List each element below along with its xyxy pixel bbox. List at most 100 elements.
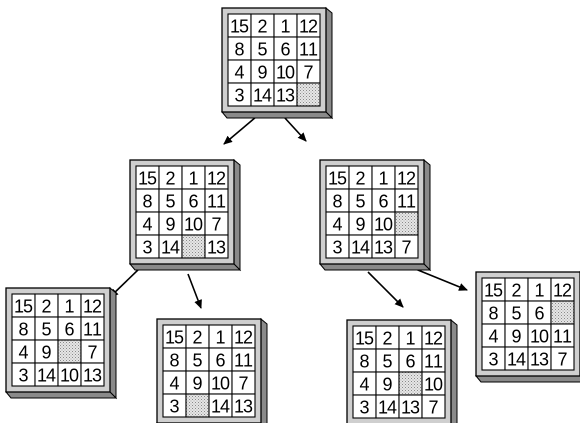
arrow-root-to-level1-right: [283, 116, 307, 142]
tile-number: 11: [397, 192, 416, 212]
tile-number: 5: [382, 352, 392, 372]
tile: [204, 234, 229, 259]
arrow-level1-left-to-level2-b: [187, 273, 202, 309]
tile-number: 10: [530, 327, 549, 347]
tile-number: 2: [257, 17, 267, 37]
tile-number: 8: [359, 352, 369, 372]
blank-tile: [296, 82, 321, 107]
tile-number: 3: [332, 238, 342, 258]
tile-number: 10: [424, 375, 443, 395]
tile-number: 3: [488, 350, 498, 370]
tile-number: 3: [18, 366, 28, 386]
tile-number: 7: [401, 238, 411, 258]
tile-number: 14: [37, 366, 56, 386]
board-side-shadow: [450, 318, 458, 423]
tile-number: 12: [299, 17, 318, 37]
tile-number: 13: [401, 398, 420, 418]
tile-number: 8: [142, 192, 152, 212]
blank-tile: [185, 393, 210, 418]
tile-number: 15: [230, 17, 249, 37]
tile-number: 14: [507, 350, 526, 370]
puzzle-board-level1-right: 15 2 1 12 8 5 6 11 4 9 10 3 14 13 7: [318, 158, 432, 272]
tile-number: 7: [87, 343, 97, 363]
tile-number: 6: [378, 192, 388, 212]
tile-number: 1: [280, 17, 290, 37]
tile-number: 2: [382, 329, 392, 349]
tile-number: 15: [355, 329, 374, 349]
tile-number: 3: [359, 398, 369, 418]
puzzle-board-root: 15 2 1 12 8 5 6 11 4 9 10 7 3 14 13: [220, 6, 334, 120]
tile-number: 13: [374, 238, 393, 258]
tile-number: 12: [83, 297, 102, 317]
tile-number: 2: [355, 169, 365, 189]
board-bottom-shadow: [220, 111, 334, 119]
tile-number: 14: [161, 238, 180, 258]
tile: [394, 234, 419, 259]
tile-number: 6: [215, 351, 225, 371]
blank-tile: [57, 339, 82, 364]
tile-number: 7: [428, 398, 438, 418]
tile-number: 15: [484, 281, 503, 301]
blank-tile: [394, 211, 419, 236]
board-bottom-shadow: [4, 391, 118, 399]
board-side-shadow: [325, 6, 333, 120]
tile-number: 2: [165, 169, 175, 189]
puzzle-board-level2-d: 15 2 1 12 8 5 6 4 9 10 11 3 14 13 7: [474, 270, 580, 383]
tile-number: 13: [276, 86, 295, 106]
puzzle-board-level1-left: 15 2 1 12 8 5 6 11 4 9 10 7 3 14 13: [128, 158, 242, 272]
tile-number: 13: [207, 238, 226, 258]
board-side-shadow: [423, 158, 431, 272]
tile-number: 1: [64, 297, 74, 317]
tile-number: 5: [165, 192, 175, 212]
tile-number: 8: [234, 40, 244, 60]
tile-number: 14: [351, 238, 370, 258]
tile-number: 14: [378, 398, 397, 418]
tile-number: 15: [138, 169, 157, 189]
tile-number: 4: [18, 343, 28, 363]
tile-number: 3: [234, 86, 244, 106]
tile-number: 11: [207, 192, 226, 212]
blank-tile: [398, 371, 423, 396]
tile-number: 6: [534, 304, 544, 324]
blank-tile: [181, 234, 206, 259]
tile-number: 1: [534, 281, 544, 301]
tile: [421, 394, 446, 419]
puzzle-board-level2-c: 15 2 1 12 8 5 6 11 4 9 10 3 14 13 7: [346, 318, 458, 423]
arrow-level1-right-to-level2-c: [367, 271, 404, 308]
tile-number: 9: [257, 63, 267, 83]
tile-number: 9: [511, 327, 521, 347]
tile-number: 12: [424, 329, 443, 349]
puzzle-board-level2-b: 15 2 1 12 8 5 6 11 4 9 10 7 3 14 13: [155, 317, 268, 423]
tile-number: 7: [303, 63, 313, 83]
tile-number: 6: [188, 192, 198, 212]
tile-number: 2: [511, 281, 521, 301]
tile: [550, 346, 575, 371]
tile-number: 1: [405, 329, 415, 349]
tile-number: 14: [211, 397, 230, 417]
board-side-shadow: [109, 286, 117, 400]
tile-number: 10: [211, 374, 230, 394]
tile-number: 6: [64, 320, 74, 340]
tile-number: 8: [169, 351, 179, 371]
tile-number: 10: [276, 63, 295, 83]
tile-number: 4: [359, 375, 369, 395]
tile-number: 12: [553, 281, 572, 301]
tile-number: 5: [41, 320, 51, 340]
board-bottom-shadow: [318, 263, 432, 271]
tile-number: 12: [234, 328, 253, 348]
blank-tile: [550, 300, 575, 325]
tile-number: 7: [557, 350, 567, 370]
tile-number: 9: [382, 375, 392, 395]
tile-number: 2: [41, 297, 51, 317]
tile-number: 11: [83, 320, 102, 340]
tile-number: 4: [488, 327, 498, 347]
puzzle-board-level2-a: 15 2 1 12 8 5 6 11 4 9 7 3 14 10 13: [4, 286, 118, 400]
tile-number: 1: [188, 169, 198, 189]
tile-number: 4: [169, 374, 179, 394]
tile-number: 8: [332, 192, 342, 212]
arrow-root-to-level1-left: [223, 116, 257, 145]
tile-number: 8: [18, 320, 28, 340]
tile-number: 4: [332, 215, 342, 235]
